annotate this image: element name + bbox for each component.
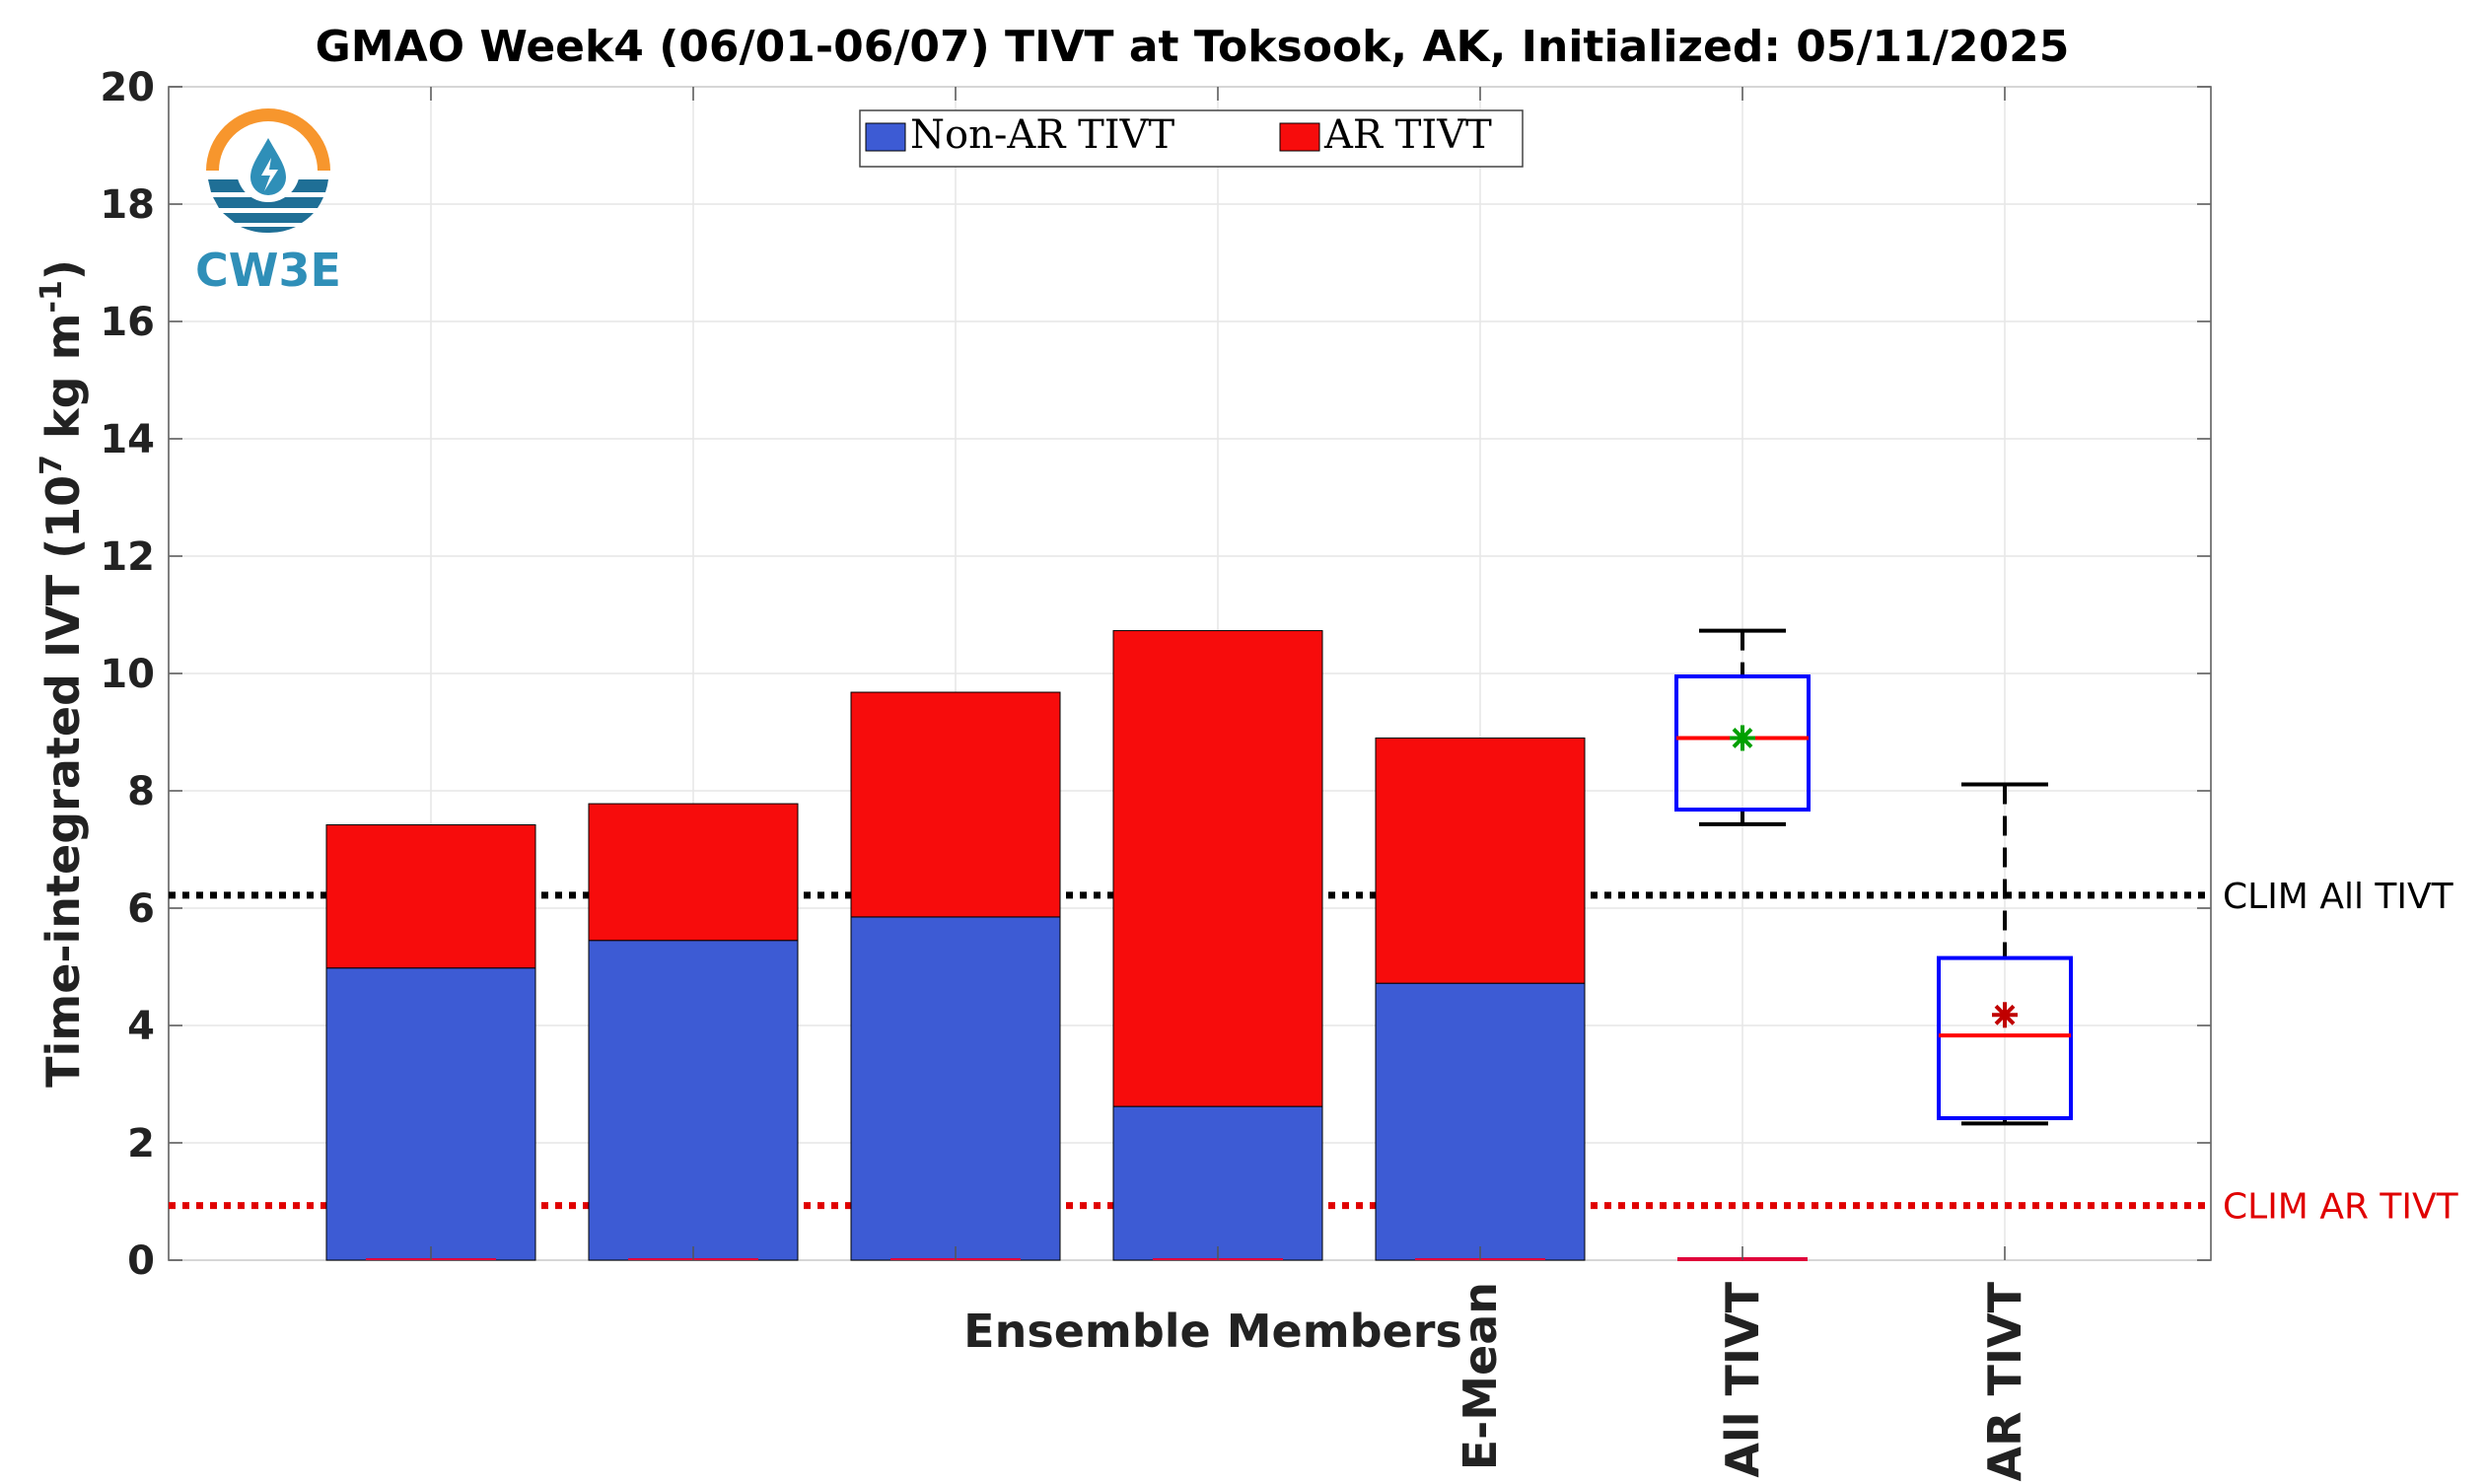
y-tick-label: 14 — [100, 417, 155, 462]
bar-ar — [325, 824, 536, 969]
logo-bolt-icon — [261, 158, 278, 191]
x-tick-label: All TIVT — [1716, 1281, 1769, 1477]
y-tick-label: 18 — [100, 182, 155, 228]
y-tick-label: 8 — [127, 769, 155, 814]
legend-swatch-ar — [1279, 122, 1320, 152]
legend-label-ar: AR TIVT — [1323, 112, 1492, 158]
chart-title: GMAO Week4 (06/01-06/07) TIVT at Toksook… — [316, 22, 2070, 72]
grid-lines — [169, 86, 2211, 1261]
reference-lines: CLIM All TIVT CLIM AR TIVT — [169, 877, 2459, 1228]
bar-ar — [1112, 630, 1323, 1107]
y-tick-label: 12 — [100, 534, 155, 580]
y-tick-label: 20 — [100, 65, 155, 110]
y-tick-label: 6 — [127, 886, 155, 932]
bar-non-ar — [1112, 1105, 1323, 1261]
legend-box — [859, 109, 1524, 168]
reference-line-label: CLIM AR TIVT — [2223, 1187, 2459, 1228]
y-tick-label: 0 — [127, 1238, 155, 1284]
cw3e-logo: CW3E — [195, 108, 341, 297]
bar-non-ar — [1375, 982, 1586, 1261]
bars-group — [325, 630, 1808, 1261]
y-axis-ticks: 0 2 4 6 8 10 12 14 16 18 20 — [100, 65, 2211, 1284]
boxplot-mean-marker — [1992, 1002, 2018, 1028]
x-axis-ticks: E-Mean All TIVT AR TIVT — [430, 87, 2031, 1482]
x-axis-label: Ensemble Members — [963, 1305, 1462, 1358]
bar-non-ar — [588, 940, 799, 1261]
bar-ar — [850, 691, 1061, 918]
boxplot-mean-stroke — [1732, 728, 1753, 748]
y-tick-label: 4 — [127, 1004, 155, 1049]
boxplot-box — [1674, 673, 1811, 813]
bar-ar — [588, 803, 799, 942]
y-axis-label: Time-integrated IVT (107 kg m-1) — [35, 259, 90, 1088]
boxplots-group — [1674, 628, 2073, 1126]
legend: Non-AR TIVT AR TIVT — [859, 109, 1524, 168]
y-tick-label: 2 — [127, 1121, 155, 1166]
x-tick-label: AR TIVT — [1978, 1281, 2031, 1481]
boxplot-mean-marker — [1730, 725, 1755, 751]
y-tick-label: 16 — [100, 300, 155, 345]
bar-ar — [1375, 737, 1586, 984]
boxplot-box — [1937, 955, 2073, 1121]
x-tick-label: E-Mean — [1454, 1282, 1507, 1470]
reference-line-label: CLIM All TIVT — [2223, 877, 2454, 917]
y-tick-label: 10 — [100, 652, 155, 697]
bar-non-ar — [325, 967, 536, 1261]
boxplot-mean-stroke — [1994, 1004, 2016, 1025]
legend-label-non-ar: Non-AR TIVT — [910, 112, 1174, 158]
logo-text: CW3E — [195, 244, 341, 297]
bar-non-ar — [850, 916, 1061, 1261]
legend-swatch-non-ar — [865, 122, 906, 152]
